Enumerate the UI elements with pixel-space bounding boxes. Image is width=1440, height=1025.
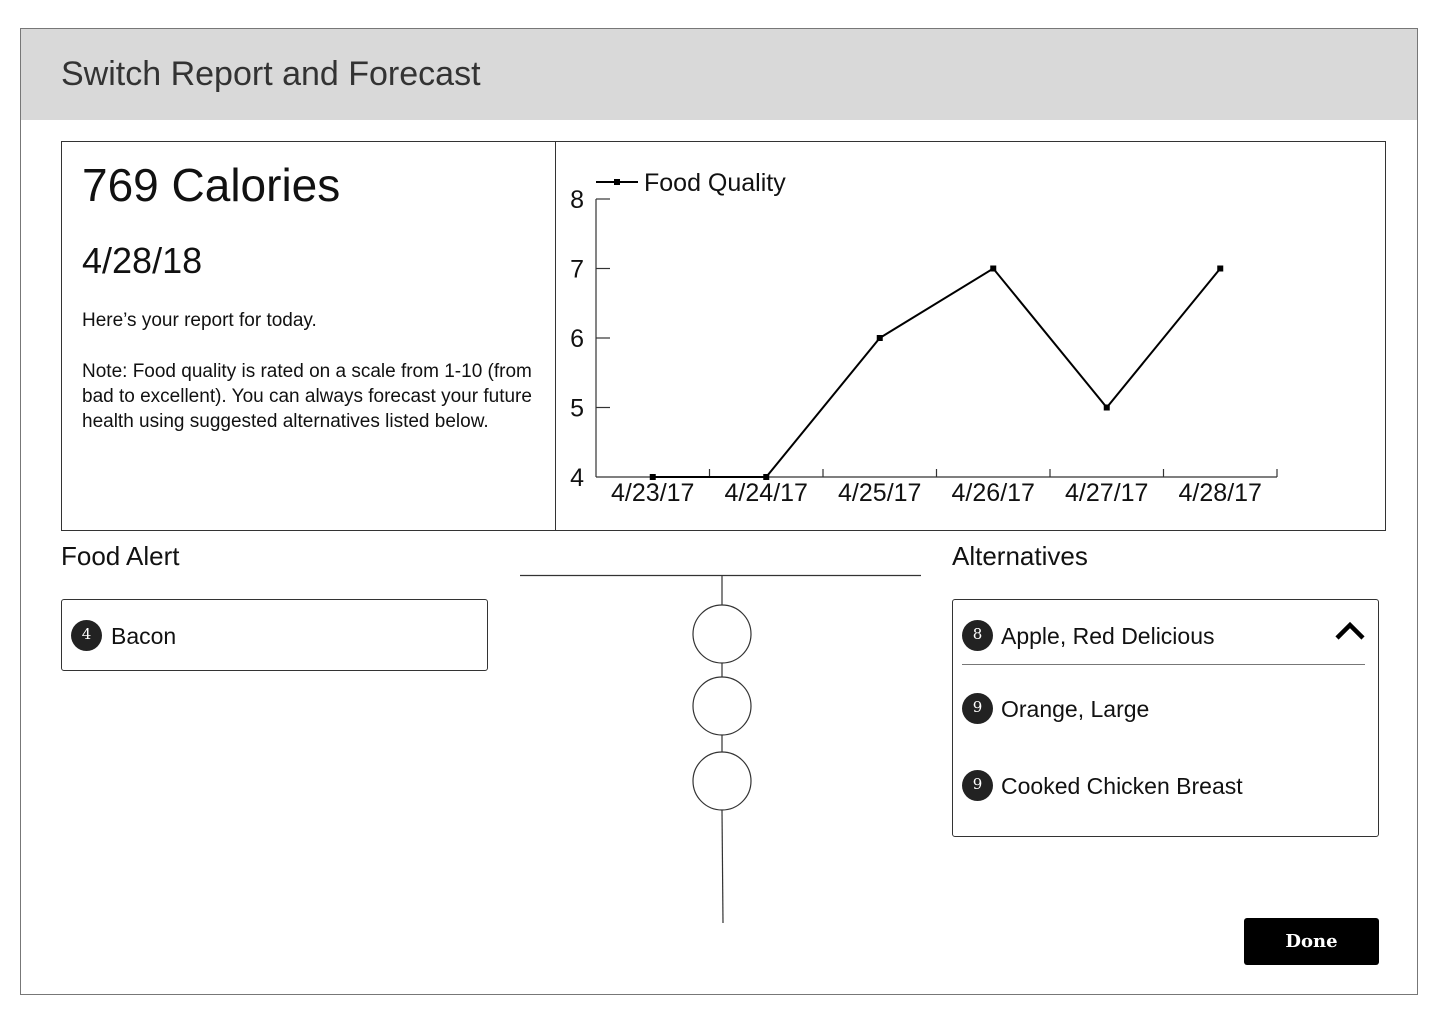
chevron-up-icon[interactable] [1334,619,1366,641]
series-line [652,267,1222,478]
score-badge: 4 [71,620,102,651]
report-date: 4/28/18 [82,240,203,281]
x-tick-label: 4/28/17 [1179,479,1262,507]
report-note: Note: Food quality is rated on a scale f… [82,361,532,432]
report-window: Switch Report and Forecast 769 Calories … [20,28,1418,995]
data-point [763,474,770,480]
y-tick-label: 8 [570,186,584,214]
x-tick-label: 4/24/17 [725,479,808,507]
x-tick-label: 4/23/17 [611,479,694,507]
data-point [1217,265,1224,272]
y-tick-label: 6 [570,325,584,353]
connector-stem [721,809,724,924]
list-divider [962,664,1365,665]
x-tick-label: 4/26/17 [952,479,1035,507]
legend-label: Food Quality [644,169,786,197]
alternative-item-label: Cooked Chicken Breast [1001,773,1243,799]
x-tick-label: 4/25/17 [838,479,921,507]
x-tick-label: 4/27/17 [1065,479,1148,507]
page-header: Switch Report and Forecast [21,29,1417,120]
y-tick-label: 5 [570,395,584,423]
alternative-item-label: Orange, Large [1001,696,1150,722]
food-alert-title: Food Alert [61,541,180,571]
alternatives-title: Alternatives [952,541,1088,571]
done-button[interactable]: Done [1244,918,1379,965]
forecast-connector-diagram [520,574,921,924]
forecast-node[interactable] [692,676,752,736]
score-badge: 9 [962,693,993,724]
forecast-node[interactable] [692,604,752,664]
alternative-item-label: Apple, Red Delicious [1001,623,1215,649]
forecast-node[interactable] [692,751,752,811]
y-tick-label: 4 [570,464,584,492]
calories-total: 769 Calories [82,159,341,211]
score-badge: 9 [962,770,993,801]
score-badge: 8 [962,620,993,651]
report-panel: 769 Calories 4/28/18 Here’s your report … [61,141,1386,531]
report-message: Here’s your report for today. [82,310,317,331]
data-point [1103,404,1110,411]
alternatives-list: 8 Apple, Red Delicious 9 Orange, Large 9… [952,599,1379,837]
y-tick-label: 7 [570,256,584,284]
data-point [990,265,997,272]
food-alert-item-label: Bacon [111,623,177,649]
report-summary: 769 Calories 4/28/18 Here’s your report … [62,142,556,530]
food-quality-chart: 4 5 6 7 8 4/23/17 4/24/17 4/25/17 4/26/17 4/27/17… [570,169,1278,507]
food-alert-list: 4 Bacon [61,599,488,671]
legend-marker [614,179,620,185]
data-point [876,335,883,341]
page-title: Switch Report and Forecast [61,55,481,93]
data-point [649,474,656,480]
